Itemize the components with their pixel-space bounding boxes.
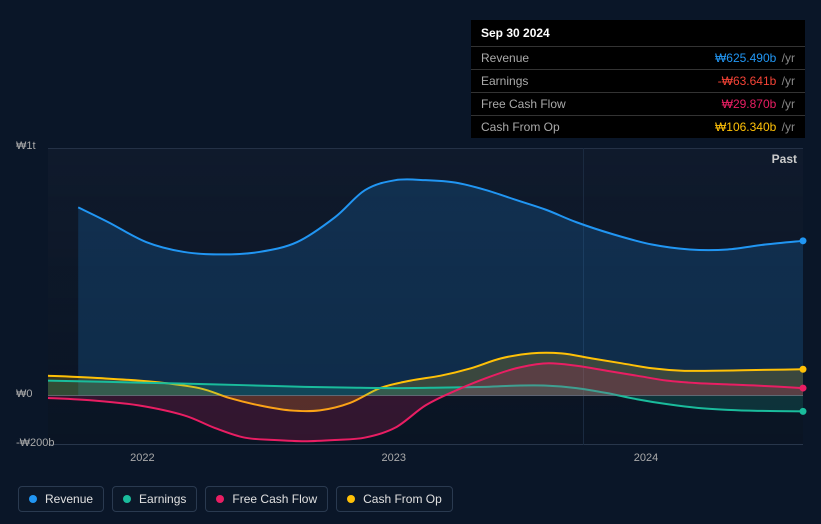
legend-item-earnings[interactable]: Earnings <box>112 486 197 512</box>
tooltip-row: Free Cash Flow ₩29.870b /yr <box>471 92 805 115</box>
series-fill-revenue <box>78 179 803 395</box>
chart-tooltip: Sep 30 2024 Revenue₩625.490b /yrEarnings… <box>471 20 805 138</box>
tooltip-date: Sep 30 2024 <box>471 20 805 46</box>
legend-label: Revenue <box>45 492 93 506</box>
series-end-dot <box>800 366 807 373</box>
legend-swatch <box>29 495 37 503</box>
legend-swatch <box>216 495 224 503</box>
tooltip-row-suffix: /yr <box>778 51 795 65</box>
y-axis-label: ₩0 <box>16 388 33 400</box>
legend-item-cash-from-op[interactable]: Cash From Op <box>336 486 453 512</box>
tooltip-row-value: ₩625.490b <box>715 51 776 65</box>
tooltip-row-label: Revenue <box>481 51 529 65</box>
tooltip-row-suffix: /yr <box>778 97 795 111</box>
tooltip-row-label: Free Cash Flow <box>481 97 566 111</box>
tooltip-row: Cash From Op ₩106.340b /yr <box>471 115 805 138</box>
legend-item-revenue[interactable]: Revenue <box>18 486 104 512</box>
x-axis-label: 2022 <box>130 452 154 464</box>
tooltip-row-label: Cash From Op <box>481 120 560 134</box>
chart-area: Past ₩1t₩0-₩200b 202220232024 <box>18 120 803 474</box>
tooltip-row-value: -₩63.641b <box>718 74 777 88</box>
legend-label: Cash From Op <box>363 492 442 506</box>
legend-swatch <box>347 495 355 503</box>
tooltip-row: Earnings -₩63.641b /yr <box>471 69 805 92</box>
x-axis-label: 2023 <box>382 452 406 464</box>
tooltip-row-suffix: /yr <box>778 120 795 134</box>
tooltip-row: Revenue ₩625.490b /yr <box>471 46 805 69</box>
y-axis-label: ₩1t <box>16 140 36 152</box>
tooltip-row-value: ₩106.340b <box>715 120 776 134</box>
tooltip-row-suffix: /yr <box>778 74 795 88</box>
x-axis-label: 2024 <box>634 452 658 464</box>
legend-label: Earnings <box>139 492 186 506</box>
chart-svg <box>48 148 803 445</box>
tooltip-row-label: Earnings <box>481 74 528 88</box>
series-end-dot <box>800 385 807 392</box>
series-end-dot <box>800 408 807 415</box>
legend-label: Free Cash Flow <box>232 492 317 506</box>
legend-swatch <box>123 495 131 503</box>
tooltip-row-value: ₩29.870b <box>722 97 777 111</box>
chart-legend: Revenue Earnings Free Cash Flow Cash From O… <box>18 486 453 512</box>
series-end-dot <box>800 237 807 244</box>
legend-item-free-cash-flow[interactable]: Free Cash Flow <box>205 486 328 512</box>
